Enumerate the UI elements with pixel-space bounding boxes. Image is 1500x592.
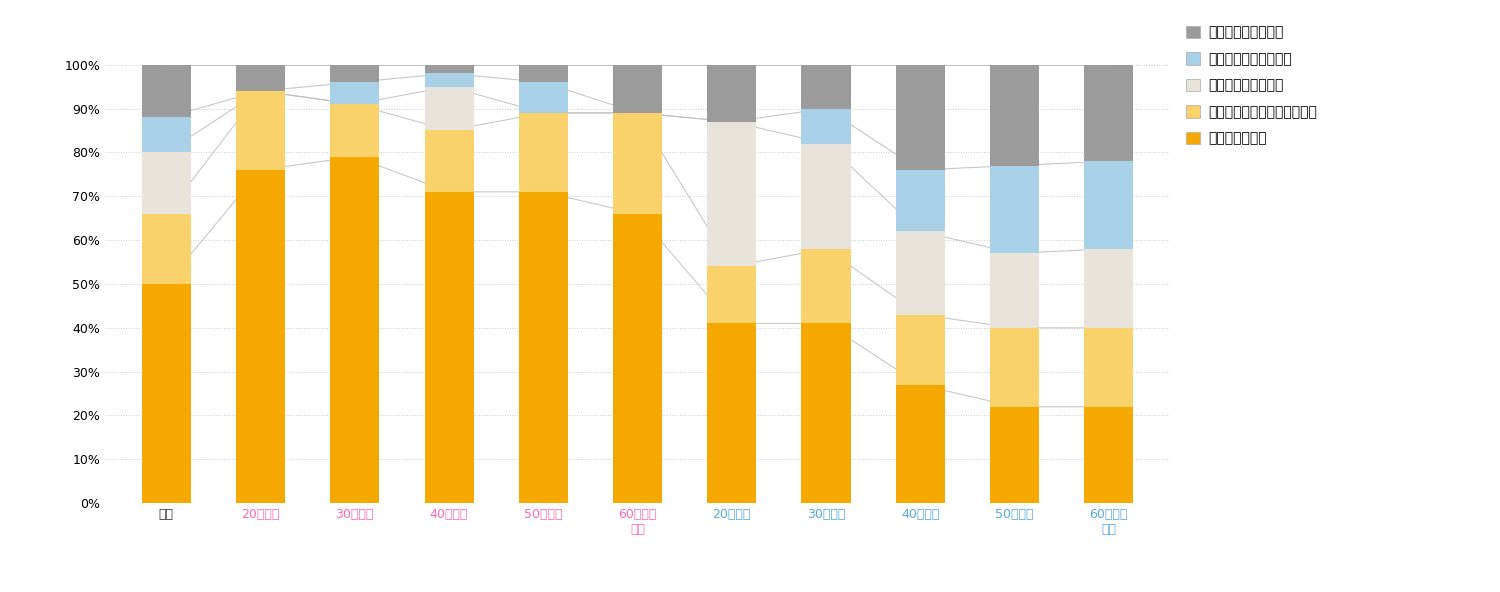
Bar xyxy=(236,170,285,503)
Bar xyxy=(330,157,380,503)
Bar xyxy=(614,113,662,214)
Bar xyxy=(990,65,1039,166)
Bar xyxy=(801,323,850,503)
Bar xyxy=(1084,407,1132,503)
Bar xyxy=(896,170,945,231)
Bar xyxy=(330,82,380,104)
Bar xyxy=(706,266,756,323)
Bar xyxy=(519,113,568,192)
Bar xyxy=(1084,161,1132,249)
Bar xyxy=(801,249,850,323)
Bar xyxy=(424,130,474,192)
Bar xyxy=(706,122,756,266)
Bar xyxy=(424,192,474,503)
Bar xyxy=(896,65,945,170)
Bar xyxy=(330,104,380,157)
Bar xyxy=(142,214,190,284)
Bar xyxy=(896,231,945,314)
Bar xyxy=(330,65,380,82)
Bar xyxy=(1084,328,1132,407)
Bar xyxy=(424,65,474,73)
Bar xyxy=(990,166,1039,253)
Legend: 全く利用したくない, あまり利用したくない, どちらとも言えない, どちらかと言えば利用したい, ぜひ利用したい: 全く利用したくない, あまり利用したくない, どちらとも言えない, どちらかと言… xyxy=(1180,20,1323,151)
Bar xyxy=(614,214,662,503)
Bar xyxy=(614,65,662,113)
Bar xyxy=(990,328,1039,407)
Bar xyxy=(519,65,568,82)
Bar xyxy=(519,192,568,503)
Bar xyxy=(236,65,285,91)
Bar xyxy=(706,323,756,503)
Bar xyxy=(706,65,756,122)
Bar xyxy=(424,73,474,86)
Bar xyxy=(519,82,568,113)
Bar xyxy=(1084,65,1132,161)
Bar xyxy=(801,144,850,249)
Bar xyxy=(990,253,1039,328)
Bar xyxy=(236,91,285,170)
Bar xyxy=(896,314,945,385)
Bar xyxy=(990,407,1039,503)
Bar xyxy=(801,65,850,108)
Bar xyxy=(801,108,850,144)
Bar xyxy=(142,117,190,152)
Bar xyxy=(142,284,190,503)
Bar xyxy=(424,86,474,130)
Bar xyxy=(142,65,190,117)
Bar xyxy=(142,152,190,214)
Bar xyxy=(1084,249,1132,328)
Bar xyxy=(896,385,945,503)
